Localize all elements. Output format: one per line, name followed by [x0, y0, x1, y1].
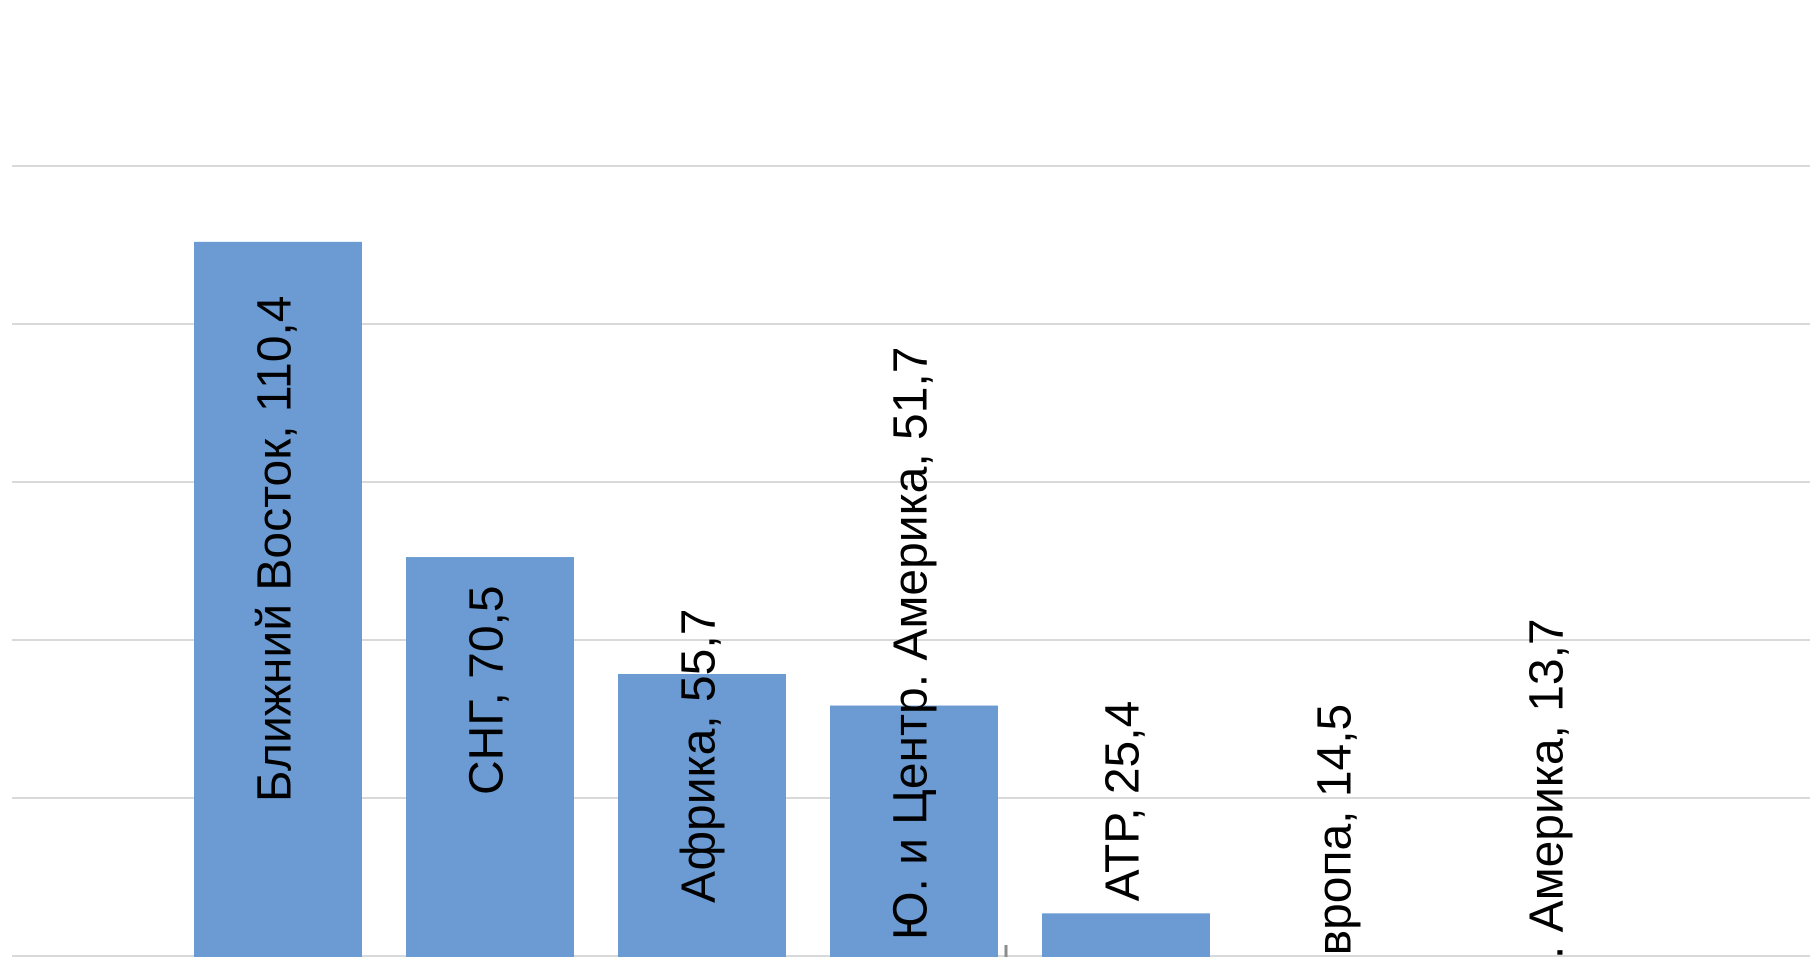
data-label-1: Ближний Восток, 110,4	[249, 296, 302, 802]
data-label-5: АТР, 25,4	[1097, 701, 1150, 902]
data-labels: Ближний Восток, 110,4 СНГ, 70,5 Африка, 55…	[249, 296, 1574, 957]
bar-1	[194, 241, 362, 957]
bar-5	[1042, 913, 1210, 957]
data-label-7: С. Америка, 13,7	[1521, 618, 1574, 957]
bars	[194, 241, 1210, 957]
bar-4	[830, 705, 998, 957]
data-label-2: СНГ, 70,5	[461, 585, 514, 795]
data-label-6: Европа, 14,5	[1309, 704, 1362, 957]
data-label-4: Ю. и Центр. Америка, 51,7	[885, 347, 938, 940]
bar-2	[406, 557, 574, 957]
data-label-3: Африка, 55,7	[673, 609, 726, 903]
bar-3	[618, 673, 786, 957]
